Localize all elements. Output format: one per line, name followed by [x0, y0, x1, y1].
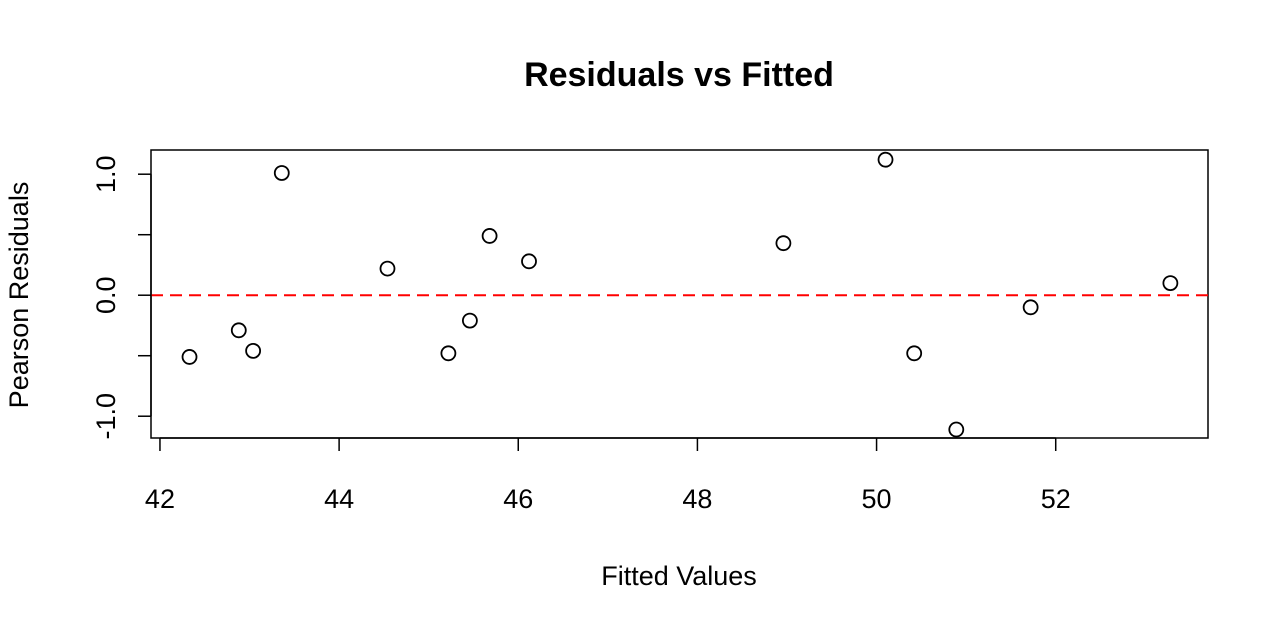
data-point-1 [181, 349, 198, 365]
data-point-3 [245, 342, 262, 359]
data-points-layer [181, 151, 1179, 438]
data-point-11 [877, 151, 894, 168]
data-point-13 [948, 421, 965, 438]
x-axis-label: Fitted Values [601, 561, 757, 591]
y-tick-label: 0.0 [91, 276, 121, 314]
data-point-12 [906, 345, 923, 362]
data-point-7 [461, 312, 478, 329]
data-point-10 [775, 235, 792, 252]
y-tick-label: 1.0 [91, 155, 121, 193]
data-point-8 [481, 228, 498, 244]
plot-frame [150, 149, 1209, 439]
data-point-2 [230, 322, 247, 339]
y-tick-label: -1.0 [91, 393, 121, 440]
x-tick-label: 52 [1041, 484, 1071, 514]
data-point-6 [440, 345, 457, 362]
x-tick-label: 44 [324, 484, 354, 514]
data-point-15 [1162, 275, 1179, 292]
chart-title: Residuals vs Fitted [524, 56, 834, 94]
data-point-4 [273, 165, 290, 181]
x-tick-label: 48 [682, 484, 712, 514]
data-point-14 [1022, 299, 1039, 316]
y-axis-label: Pearson Residuals [4, 182, 34, 409]
x-tick-label: 50 [862, 484, 892, 514]
x-tick-label: 46 [503, 484, 533, 514]
x-tick-label: 42 [145, 484, 175, 514]
y-axis: -1.0 0.0 1.0 [91, 155, 152, 440]
data-point-5 [379, 260, 396, 277]
x-axis: 42 44 46 48 50 52 [145, 437, 1071, 514]
data-point-9 [521, 253, 537, 270]
